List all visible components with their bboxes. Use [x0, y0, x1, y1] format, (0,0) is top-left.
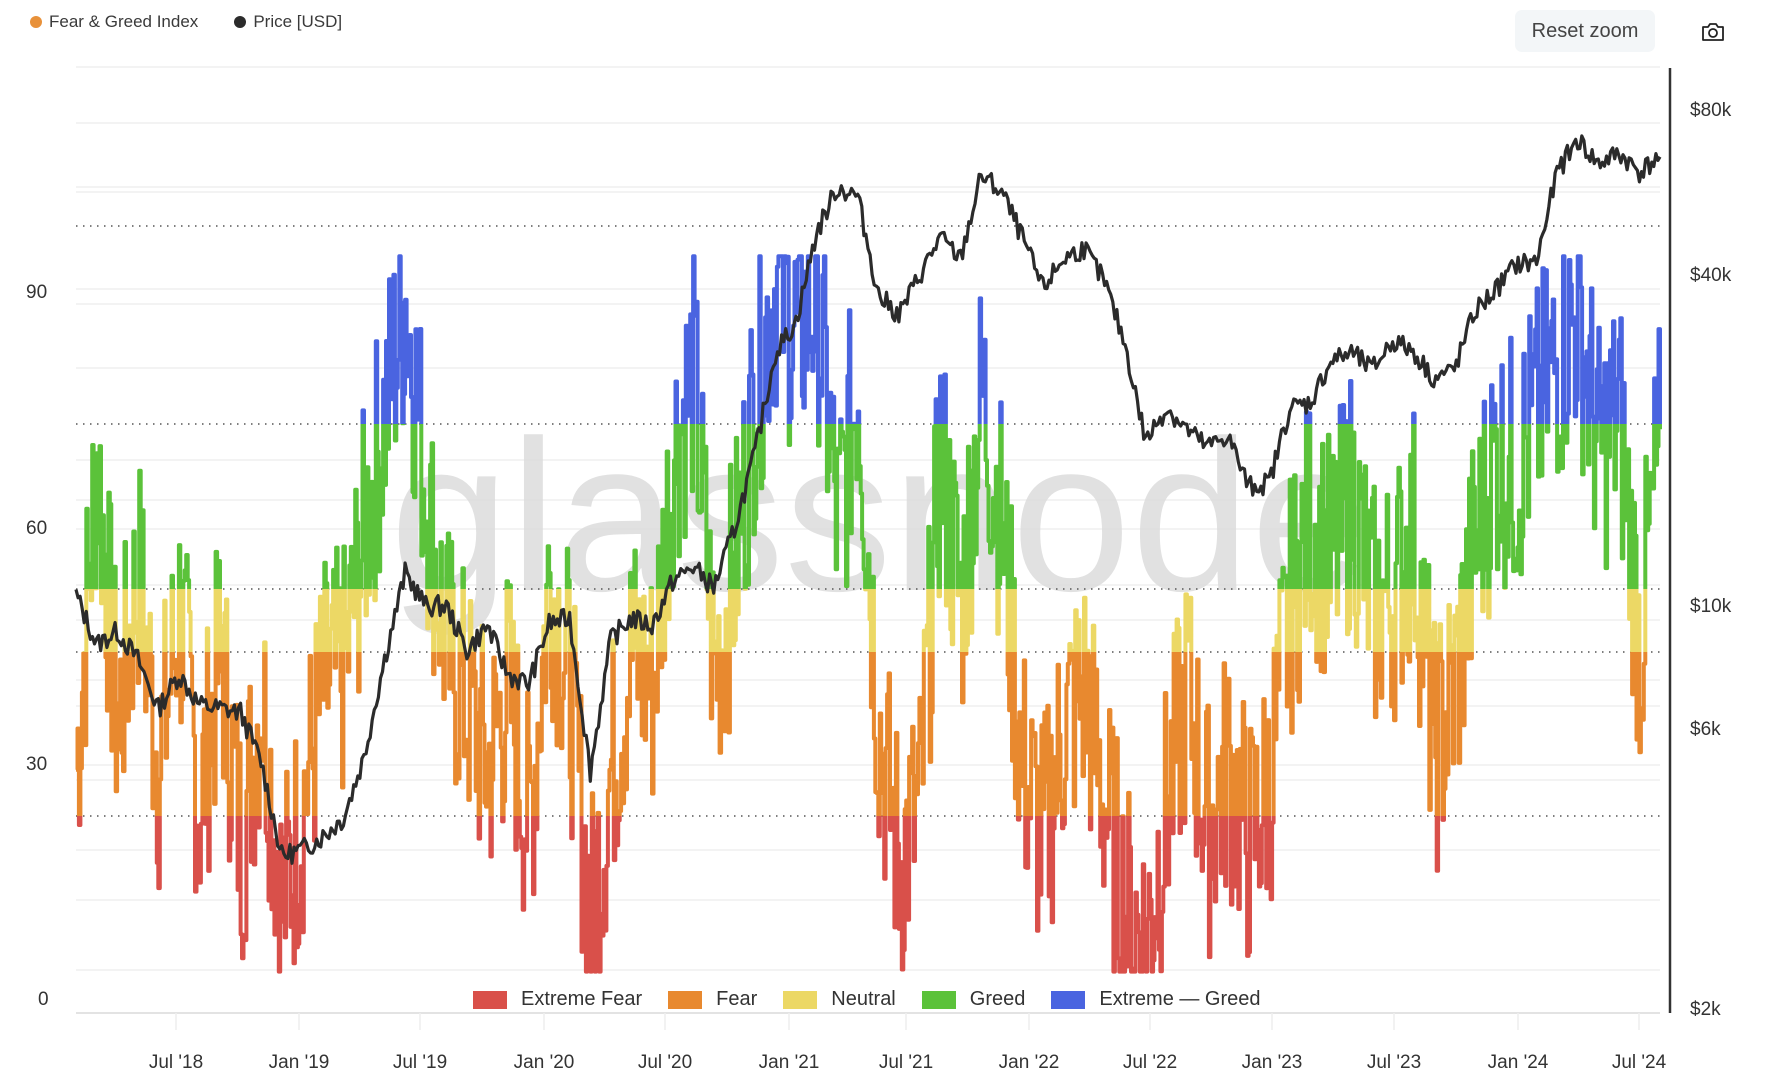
legend-neutral[interactable]: Neutral — [783, 988, 896, 1011]
left-tick-0: 0 — [38, 989, 49, 1010]
watermark-text: glassnode — [390, 395, 1370, 636]
legend-fear[interactable]: Fear — [668, 988, 757, 1011]
x-tick-jan-19: Jan '19 — [268, 1052, 330, 1073]
x-tick-jul-24: Jul '24 — [1611, 1052, 1667, 1073]
left-tick-90: 90 — [26, 282, 48, 303]
legend-extreme-greed[interactable]: Extreme — Greed — [1051, 988, 1261, 1011]
x-tick-jan-21: Jan '21 — [758, 1052, 820, 1073]
legend-greed-label: Greed — [969, 988, 1026, 1010]
right-tick-40k: $40k — [1690, 265, 1732, 286]
reset-zoom-button[interactable]: Reset zoom — [1515, 10, 1655, 52]
camera-icon[interactable] — [1700, 20, 1726, 44]
neutral-swatch-icon — [783, 990, 818, 1009]
legend-extreme-greed-label: Extreme — Greed — [1099, 988, 1261, 1010]
x-tick-jul-19: Jul '19 — [392, 1052, 448, 1073]
x-tick-jul-18: Jul '18 — [148, 1052, 204, 1073]
legend-label-fear-greed: Fear & Greed Index — [49, 12, 199, 31]
legend-label-price: Price [USD] — [253, 12, 343, 31]
left-tick-60: 60 — [26, 518, 48, 539]
x-tick-jan-20: Jan '20 — [513, 1052, 575, 1073]
fear-swatch-icon — [668, 990, 703, 1009]
price-dot-icon — [234, 16, 247, 28]
price-line — [74, 134, 1662, 865]
right-tick-2k: $2k — [1690, 999, 1721, 1020]
legend-extreme-fear-label: Extreme Fear — [521, 988, 643, 1010]
legend-fear-label: Fear — [716, 988, 758, 1010]
series-legend: Fear & Greed Index Price [USD] — [30, 12, 342, 32]
fear-greed-line — [75, 254, 1662, 974]
fear-greed-dot-icon — [30, 16, 42, 28]
legend-neutral-label: Neutral — [831, 988, 896, 1010]
x-tick-jul-22: Jul '22 — [1122, 1052, 1178, 1073]
left-tick-30: 30 — [26, 754, 48, 775]
legend-greed[interactable]: Greed — [921, 988, 1026, 1011]
x-tick-jan-24: Jan '24 — [1487, 1052, 1549, 1073]
right-tick-6k: $6k — [1690, 719, 1721, 740]
x-tick-jul-21: Jul '21 — [878, 1052, 934, 1073]
zone-legend: Extreme Fear Fear Neutral Greed Extreme … — [473, 988, 1287, 1011]
x-tick-jul-23: Jul '23 — [1366, 1052, 1422, 1073]
legend-item-price[interactable]: Price [USD] — [234, 12, 342, 32]
x-tick-jan-23: Jan '23 — [1241, 1052, 1303, 1073]
extreme-fear-swatch-icon — [473, 990, 507, 1009]
greed-swatch-icon — [921, 990, 956, 1009]
extreme-greed-swatch-icon — [1051, 990, 1086, 1009]
right-tick-80k: $80k — [1690, 100, 1732, 121]
x-tick-jan-22: Jan '22 — [998, 1052, 1060, 1073]
right-tick-10k: $10k — [1690, 596, 1732, 617]
legend-item-fear-greed[interactable]: Fear & Greed Index — [30, 12, 198, 32]
x-axis-ticks — [175, 1013, 1640, 1030]
x-tick-jul-20: Jul '20 — [637, 1052, 693, 1073]
legend-extreme-fear[interactable]: Extreme Fear — [473, 988, 642, 1011]
